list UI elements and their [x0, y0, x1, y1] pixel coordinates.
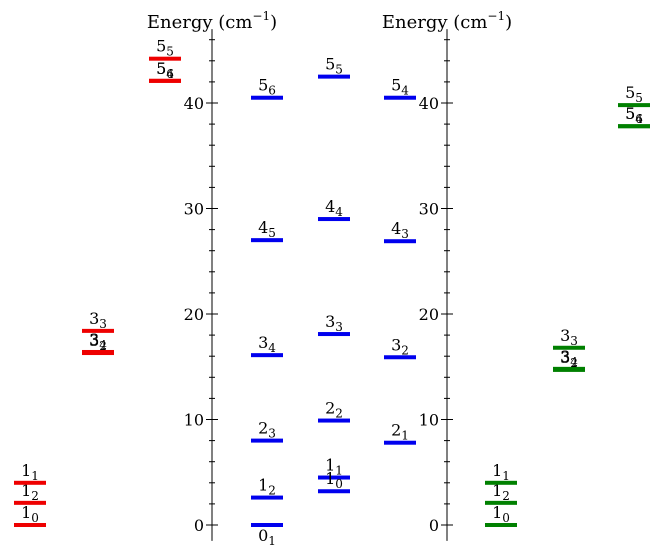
energy-level-bar	[14, 500, 46, 505]
energy-level-label: 01	[258, 526, 276, 545]
y-tick-label: 0	[194, 516, 204, 535]
y-tick-label: 10	[419, 411, 439, 430]
energy-level-label: 33	[89, 309, 107, 331]
panel-2: 0 10 20 30 40 Energy (cm−1) 01 12 23 34 45 56 11 22 33…	[147, 9, 416, 548]
y-tick-label: 20	[184, 305, 204, 324]
energy-level-bar	[618, 103, 650, 108]
energy-level-label: 34	[258, 333, 276, 355]
energy-level-bar	[384, 440, 416, 445]
energy-level-bar	[553, 367, 585, 372]
energy-level-bar	[251, 523, 283, 527]
energy-level-bar	[251, 438, 283, 443]
energy-level-label: 56	[156, 59, 174, 81]
y-tick-label: 40	[419, 94, 439, 113]
energy-level-bar	[384, 95, 416, 100]
energy-level-bar	[251, 495, 283, 500]
energy-level-label: 11	[325, 456, 343, 478]
energy-level-bar	[318, 74, 350, 79]
energy-level-label: 32	[391, 335, 409, 357]
energy-level-bar	[485, 500, 517, 505]
energy-level-label: 54	[625, 104, 643, 126]
energy-level-label: 10	[325, 469, 343, 491]
energy-level-label: 12	[21, 481, 39, 503]
energy-level-label: 56	[258, 76, 276, 98]
y-axis-title: Energy (cm−1)	[147, 9, 277, 33]
energy-level-bar	[618, 124, 650, 129]
energy-level-bar	[553, 345, 585, 350]
energy-level-bar	[384, 239, 416, 244]
energy-level-label: 45	[258, 218, 276, 240]
y-tick-label: 40	[184, 94, 204, 113]
energy-level-bar	[82, 351, 114, 356]
energy-level-label: 33	[325, 312, 343, 334]
energy-level-label: 56	[625, 104, 643, 126]
y-tick-label: 30	[419, 200, 439, 219]
energy-level-label: 54	[156, 59, 174, 81]
energy-level-label: 11	[492, 461, 510, 483]
energy-level-bar	[318, 217, 350, 222]
energy-level-label: 44	[325, 197, 343, 219]
energy-level-bar	[318, 489, 350, 494]
energy-level-label: 55	[325, 55, 343, 77]
energy-level-label: 55	[625, 83, 643, 105]
y-tick-label: 10	[184, 411, 204, 430]
y-tick-label: 30	[184, 200, 204, 219]
energy-level-label: 12	[492, 481, 510, 503]
energy-level-label: 43	[391, 219, 409, 241]
energy-level-bar	[318, 475, 350, 480]
energy-level-bar	[251, 238, 283, 243]
energy-level-bar	[251, 353, 283, 358]
energy-level-bar	[149, 78, 181, 83]
energy-level-bar	[14, 523, 46, 527]
energy-level-label: 12	[258, 476, 276, 498]
y-tick-label: 20	[419, 305, 439, 324]
energy-level-label: 10	[21, 503, 39, 525]
energy-level-bar	[384, 355, 416, 360]
y-tick-label: 0	[429, 516, 439, 535]
energy-level-bar	[485, 480, 517, 485]
energy-level-label: 55	[156, 37, 174, 59]
energy-level-label: 10	[492, 503, 510, 525]
energy-level-label: 54	[391, 76, 409, 98]
energy-level-label: 32	[89, 331, 107, 353]
energy-level-label: 33	[560, 326, 578, 348]
energy-level-bar	[82, 328, 114, 333]
y-axis-title: Energy (cm−1)	[382, 9, 512, 33]
energy-level-bar	[14, 480, 46, 485]
energy-level-label: 22	[325, 399, 343, 421]
energy-level-bar	[149, 56, 181, 61]
energy-level-bar	[485, 523, 517, 527]
energy-level-label: 34	[89, 330, 107, 352]
energy-level-label: 34	[560, 347, 578, 369]
energy-level-label: 23	[258, 419, 276, 441]
energy-level-bar	[251, 95, 283, 100]
energy-level-label: 11	[21, 461, 39, 483]
energy-level-label: 21	[391, 421, 409, 443]
energy-level-bar	[318, 332, 350, 337]
energy-level-bar	[318, 418, 350, 423]
energy-level-label: 32	[560, 348, 578, 370]
